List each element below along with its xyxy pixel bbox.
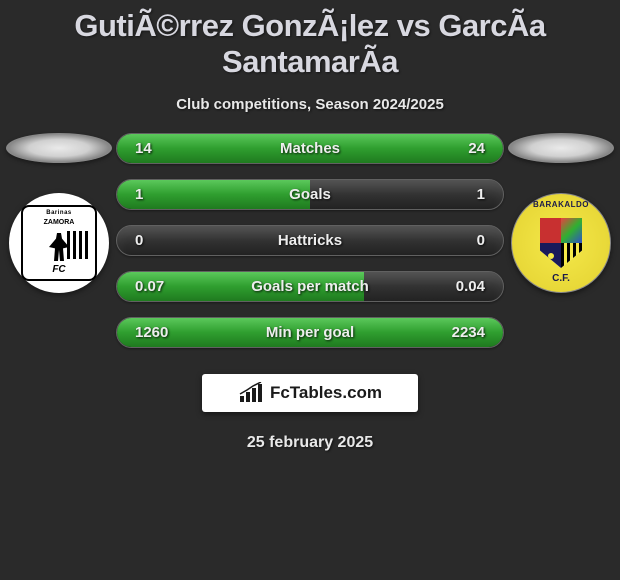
stat-label: Min per goal xyxy=(266,324,354,341)
right-club-badge: BARAKALDO C.F. xyxy=(511,193,611,293)
stat-label: Goals per match xyxy=(251,278,369,295)
right-badge-name-top: BARAKALDO xyxy=(533,200,589,209)
stat-value-left: 0 xyxy=(135,232,143,249)
stat-value-right: 1 xyxy=(477,186,485,203)
left-badge-city: Barinas xyxy=(46,210,72,216)
stat-row: 14 Matches 24 xyxy=(116,133,504,164)
stat-value-right: 0.04 xyxy=(456,278,485,295)
footer-date: 25 february 2025 xyxy=(0,412,620,452)
page-subtitle: Club competitions, Season 2024/2025 xyxy=(0,82,620,133)
comparison-panel: Barinas ZAMORA FC 14 Matches 24 1 Goals 1 0 Hat… xyxy=(0,133,620,348)
right-player-photo xyxy=(508,133,614,163)
stat-label: Hattricks xyxy=(278,232,342,249)
left-badge-stripes-icon xyxy=(67,231,89,259)
stat-row: 0.07 Goals per match 0.04 xyxy=(116,271,504,302)
left-club-badge: Barinas ZAMORA FC xyxy=(9,193,109,293)
left-badge-figure-icon xyxy=(49,233,69,261)
brand-chart-icon xyxy=(238,382,264,404)
brand-text: FcTables.com xyxy=(270,383,382,403)
stat-value-right: 0 xyxy=(477,232,485,249)
stat-value-right: 2234 xyxy=(452,324,485,341)
stat-label: Matches xyxy=(280,140,340,157)
right-badge-name-bot: C.F. xyxy=(552,273,570,284)
stat-label: Goals xyxy=(289,186,331,203)
stat-row: 1260 Min per goal 2234 xyxy=(116,317,504,348)
stat-value-right: 24 xyxy=(468,140,485,157)
stat-value-left: 1 xyxy=(135,186,143,203)
brand-logo: FcTables.com xyxy=(202,374,418,412)
stat-value-left: 0.07 xyxy=(135,278,164,295)
stat-row: 0 Hattricks 0 xyxy=(116,225,504,256)
stat-value-left: 1260 xyxy=(135,324,168,341)
right-player-column: BARAKALDO C.F. xyxy=(506,133,616,293)
left-badge-fc: FC xyxy=(52,264,65,275)
right-badge-shield-icon xyxy=(540,218,582,268)
stat-fill-left xyxy=(117,180,310,209)
stats-column: 14 Matches 24 1 Goals 1 0 Hattricks 0 0.07 Goals p… xyxy=(114,133,506,348)
left-player-photo xyxy=(6,133,112,163)
stat-value-left: 14 xyxy=(135,140,152,157)
page-title: GutiÃ©rrez GonzÃ¡lez vs GarcÃ­a Santamar… xyxy=(0,0,620,82)
left-badge-name: ZAMORA xyxy=(44,219,75,226)
stat-row: 1 Goals 1 xyxy=(116,179,504,210)
left-player-column: Barinas ZAMORA FC xyxy=(4,133,114,293)
